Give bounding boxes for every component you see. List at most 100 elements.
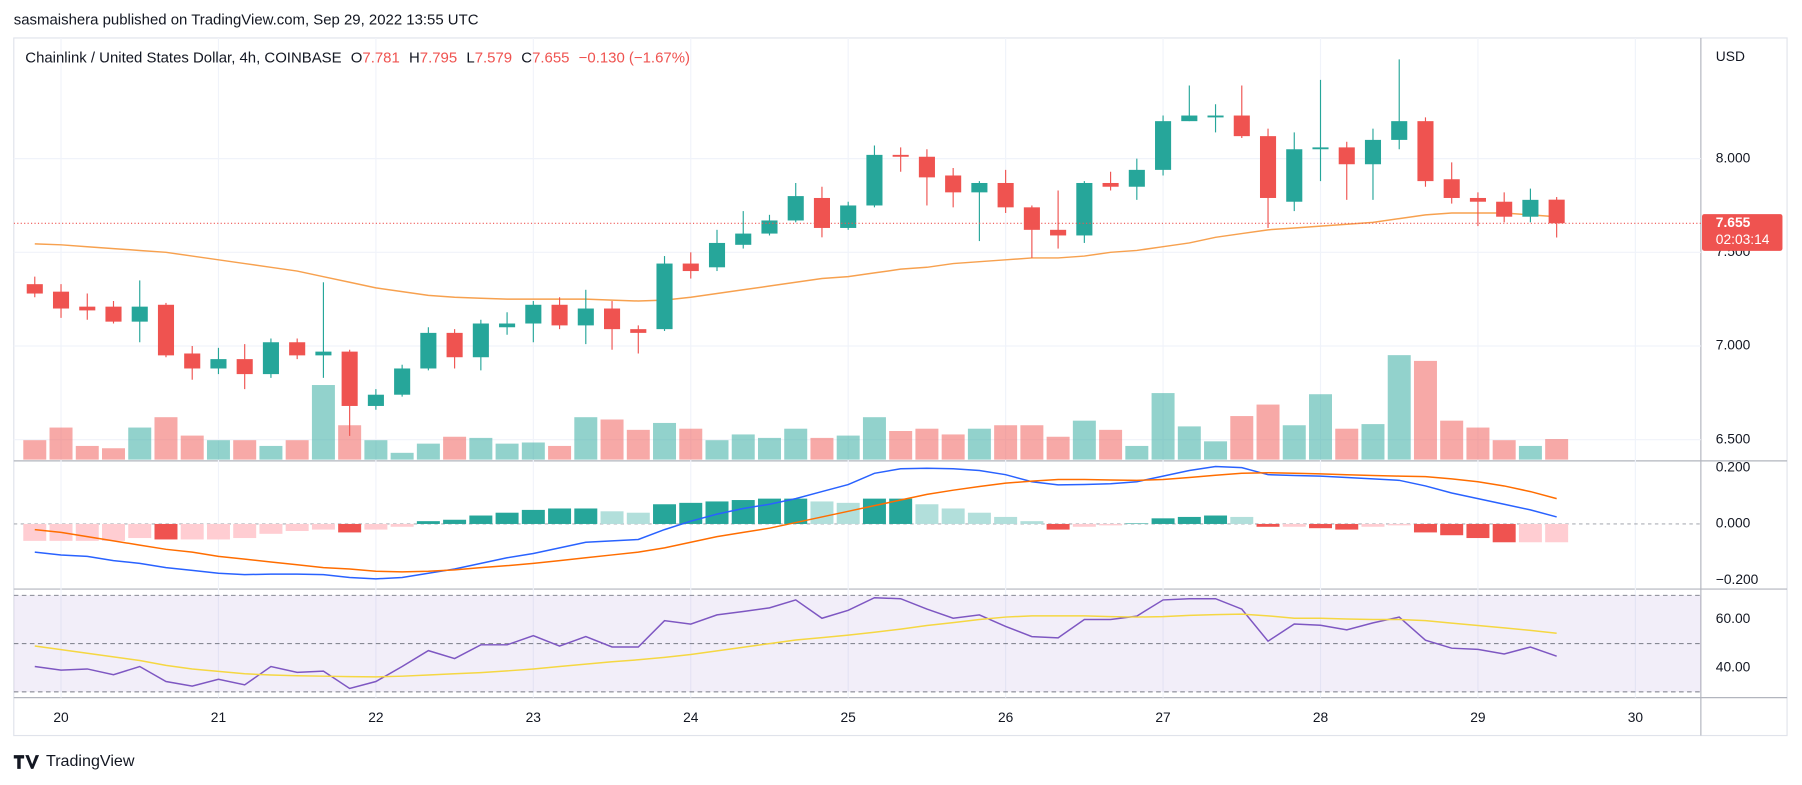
- candle-body: [1102, 182, 1119, 187]
- histogram-bar: [836, 502, 860, 524]
- candle-body: [26, 284, 43, 294]
- volume-bar: [1046, 436, 1070, 460]
- histogram-bar: [784, 498, 808, 524]
- candle-body: [210, 359, 227, 369]
- logo-icon: [13, 755, 25, 769]
- histogram-bar: [1204, 515, 1228, 524]
- line: [34, 212, 1557, 302]
- logo-icon: [25, 755, 40, 769]
- histogram-bar: [915, 504, 939, 524]
- volume-bar: [967, 428, 991, 460]
- x-tick-label: 26: [998, 710, 1014, 725]
- histogram-bar: [626, 512, 650, 524]
- candle-body: [656, 263, 673, 330]
- histogram-bar: [1020, 521, 1044, 524]
- histogram-bar: [600, 511, 624, 524]
- countdown-label: 02:03:14: [1716, 232, 1770, 247]
- candle-body: [1548, 199, 1565, 224]
- volume-bar: [495, 443, 519, 460]
- line: [34, 471, 1557, 573]
- candle-body: [184, 353, 201, 369]
- candle-body: [1233, 115, 1250, 137]
- histogram-bar: [862, 498, 886, 524]
- x-tick-label: 20: [53, 710, 69, 725]
- candle-body: [446, 332, 463, 358]
- candle-body: [105, 306, 122, 322]
- y-tick-label: 8.000: [1716, 150, 1751, 165]
- histogram-bar: [443, 519, 467, 524]
- candle-body: [813, 197, 830, 228]
- volume-bar: [1282, 425, 1306, 460]
- ohlc-key: O: [351, 50, 363, 67]
- candle-body: [262, 342, 279, 375]
- histogram-bar: [416, 521, 440, 524]
- histogram-bar: [495, 512, 519, 524]
- candle-body: [1050, 229, 1067, 236]
- volume-bar: [1492, 440, 1516, 460]
- volume-bar: [994, 425, 1018, 460]
- y-tick-label: 0.000: [1716, 516, 1751, 531]
- histogram-bar: [705, 501, 729, 524]
- histogram-bar: [1440, 523, 1464, 536]
- histogram-bar: [1361, 523, 1385, 527]
- histogram-bar: [1072, 523, 1096, 527]
- candle-body: [840, 205, 857, 228]
- candle-body: [918, 156, 935, 178]
- ohlc-value: 7.781: [362, 50, 399, 67]
- candle-body: [1443, 179, 1460, 198]
- histogram-bar: [731, 500, 755, 524]
- histogram-bar: [994, 516, 1018, 524]
- line: [34, 613, 1557, 678]
- histogram-bar: [180, 523, 204, 540]
- x-tick-label: 28: [1313, 710, 1329, 725]
- volume-bar: [1256, 404, 1280, 460]
- currency: USD: [1716, 49, 1745, 64]
- candle-body: [367, 394, 384, 406]
- histogram-bar: [1335, 523, 1359, 530]
- volume-bar: [285, 440, 309, 460]
- candle-body: [1391, 121, 1408, 140]
- volume-bar: [1099, 429, 1123, 460]
- candle-body: [1364, 139, 1382, 165]
- y-tick-label: −0.200: [1716, 572, 1759, 587]
- histogram-bar: [1230, 516, 1254, 524]
- volume-bar: [784, 428, 808, 460]
- volume-bar: [626, 429, 650, 460]
- candle-body: [1181, 115, 1198, 122]
- volume-bar: [416, 443, 440, 460]
- candle-body: [892, 154, 909, 157]
- candle-body: [1417, 121, 1434, 182]
- y-tick-label: 0.200: [1716, 459, 1751, 474]
- volume-bar: [731, 434, 755, 460]
- volume-bar: [443, 436, 467, 460]
- candle-body: [682, 263, 699, 272]
- volume-bar: [941, 434, 965, 460]
- histogram-bar: [102, 523, 125, 541]
- histogram-bar: [889, 498, 913, 524]
- volume-bar: [836, 435, 860, 460]
- volume-bar: [1413, 360, 1437, 460]
- volume-bar: [679, 428, 703, 460]
- volume-bar: [1518, 445, 1542, 460]
- candle-body: [394, 368, 411, 395]
- volume-bar: [23, 440, 47, 460]
- histogram-bar: [810, 501, 834, 524]
- volume-bar: [102, 448, 125, 460]
- y-tick-label: 6.500: [1716, 431, 1751, 446]
- candle-body: [157, 304, 175, 356]
- volume-bar: [1230, 416, 1254, 460]
- brand: TradingView: [46, 752, 135, 770]
- volume-bar: [889, 430, 913, 460]
- candle-body: [1496, 201, 1513, 217]
- ohlc-key: L: [466, 50, 474, 67]
- volume-bar: [705, 440, 729, 460]
- histogram-bar: [206, 523, 230, 540]
- x-tick-label: 23: [526, 710, 542, 725]
- candle-body: [341, 351, 358, 406]
- candle-body: [131, 306, 148, 322]
- volume-bar: [521, 442, 545, 460]
- volume-bar: [1151, 393, 1175, 460]
- volume-bar: [311, 385, 335, 460]
